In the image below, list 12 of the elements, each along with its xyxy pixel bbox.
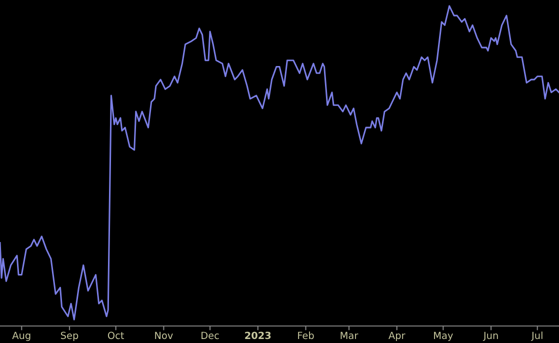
x-tick-label: Sep (60, 332, 78, 341)
x-tick-label: Aug (12, 332, 30, 341)
x-tick-label: Oct (108, 332, 124, 340)
x-tick-label: Nov (155, 332, 173, 340)
x-tick-label: Dec (202, 332, 219, 340)
x-tick-label: Feb (298, 332, 314, 340)
x-tick-label: Mar (340, 332, 358, 340)
x-tick-label: 2023 (245, 332, 271, 340)
x-tick-label: Apr (388, 332, 406, 341)
x-tick-label: Jun (482, 332, 498, 341)
x-tick-label: May (434, 332, 453, 341)
x-tick-label: Jul (531, 332, 542, 341)
